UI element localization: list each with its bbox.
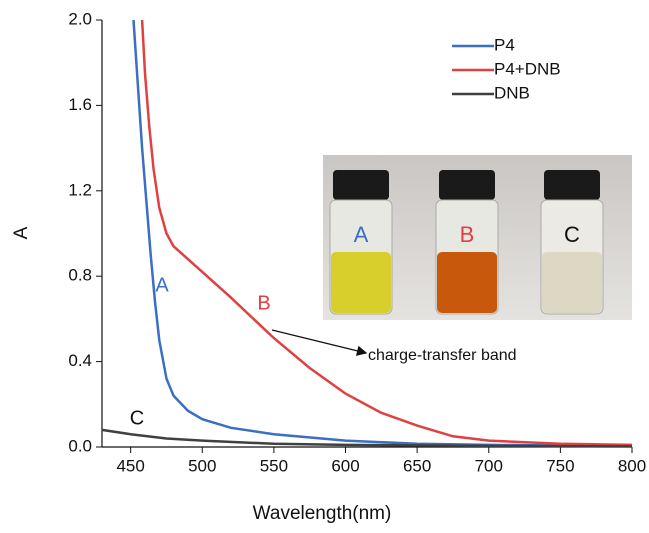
legend-label: P4 xyxy=(494,35,515,54)
x-tick-label: 500 xyxy=(188,456,216,475)
inset-label: B xyxy=(460,222,475,247)
x-tick-label: 600 xyxy=(331,456,359,475)
legend-label: DNB xyxy=(494,83,530,102)
y-tick-label: 0.8 xyxy=(68,266,92,285)
x-tick-label: 700 xyxy=(475,456,503,475)
annotation: charge-transfer band xyxy=(368,347,517,364)
x-tick-label: 650 xyxy=(403,456,431,475)
y-axis-label: A xyxy=(11,226,32,239)
data-line xyxy=(101,428,633,448)
legend-label: P4+DNB xyxy=(494,59,561,78)
data-line xyxy=(140,19,633,447)
annotation: B xyxy=(257,292,270,314)
x-tick-label: 750 xyxy=(546,456,574,475)
x-axis-label: Wavelength(nm) xyxy=(253,503,392,524)
inset-photo: A B C xyxy=(323,155,632,320)
annotation-arrow xyxy=(271,329,368,356)
annotation: A xyxy=(155,274,169,296)
y-tick-label: 0.0 xyxy=(68,436,92,455)
y-tick-label: 1.6 xyxy=(68,95,92,114)
x-tick-label: 550 xyxy=(260,456,288,475)
inset-label: C xyxy=(564,222,580,247)
data-line xyxy=(132,19,633,448)
y-tick-label: 1.2 xyxy=(68,180,92,199)
x-tick-label: 450 xyxy=(116,456,144,475)
annotation: C xyxy=(130,407,144,429)
x-tick-label: 800 xyxy=(618,456,646,475)
y-tick-label: 2.0 xyxy=(68,9,92,28)
inset-label: A xyxy=(354,222,369,247)
y-tick-label: 0.4 xyxy=(68,351,92,370)
